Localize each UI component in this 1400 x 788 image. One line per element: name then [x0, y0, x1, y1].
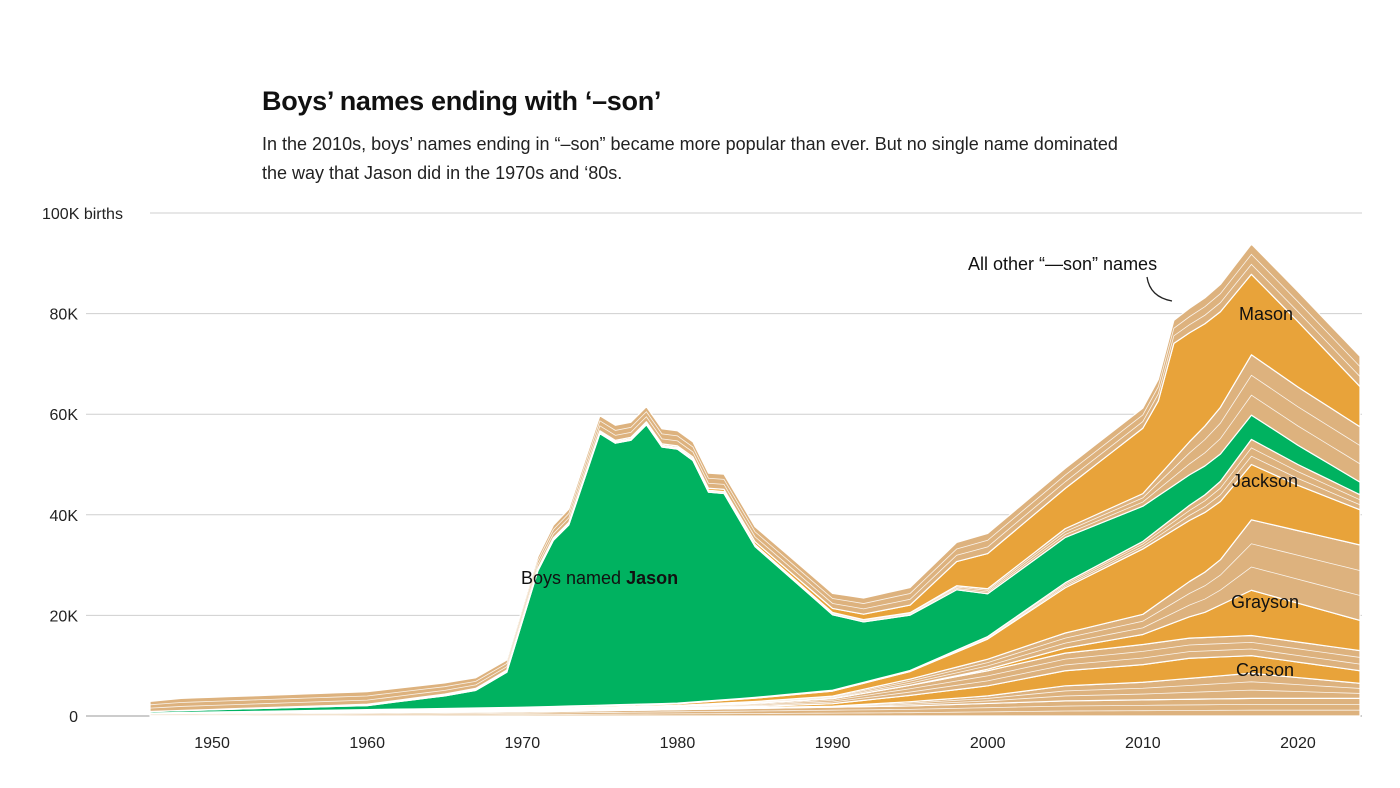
x-tick-label: 2000: [970, 735, 1006, 752]
area-other-top-name-divider: [149, 263, 1361, 709]
y-tick-label: 20K: [50, 608, 79, 625]
x-tick-label: 1980: [660, 735, 696, 752]
others-leader-line: [1146, 276, 1173, 302]
x-tick-label: 1950: [194, 735, 230, 752]
grayson-label: Grayson: [1231, 592, 1299, 612]
axes: 0 20K 40K 60K 80K 100K births 1950 1960 1970 1980…: [42, 206, 1316, 752]
chart-subtitle: In the 2010s, boys’ names ending in “–so…: [262, 134, 1118, 183]
y-tick-label: 40K: [50, 508, 79, 525]
annotations: Boys named Jason All other “—son” names …: [521, 254, 1299, 680]
x-tick-label: 1990: [815, 735, 851, 752]
jason-label-name: Jason: [626, 568, 678, 588]
area-other-top: [149, 243, 1361, 713]
y-tick-label: 60K: [50, 407, 79, 424]
others-label: All other “—son” names: [968, 254, 1157, 274]
y-tick-label: 80K: [50, 307, 79, 324]
area-other-bottom-name-divider: [149, 709, 1360, 716]
x-tick-label: 1970: [505, 735, 541, 752]
x-tick-label: 1960: [349, 735, 385, 752]
jason-label: Boys named Jason: [521, 568, 678, 588]
area-layers: [149, 243, 1361, 717]
x-tick-label: 2020: [1280, 735, 1316, 752]
jason-label-prefix: Boys named: [521, 568, 626, 588]
carson-label: Carson: [1236, 660, 1294, 680]
y-tick-label: 0: [69, 709, 78, 726]
mason-label: Mason: [1239, 304, 1293, 324]
area-other-bottom-name-divider: [149, 703, 1360, 715]
jackson-label: Jackson: [1232, 471, 1298, 491]
y-tick-label: 100K births: [42, 206, 123, 223]
x-tick-label: 2010: [1125, 735, 1161, 752]
chart-title: Boys’ names ending with ‘–son’: [262, 86, 662, 116]
area-other-top-name-divider: [149, 253, 1361, 706]
